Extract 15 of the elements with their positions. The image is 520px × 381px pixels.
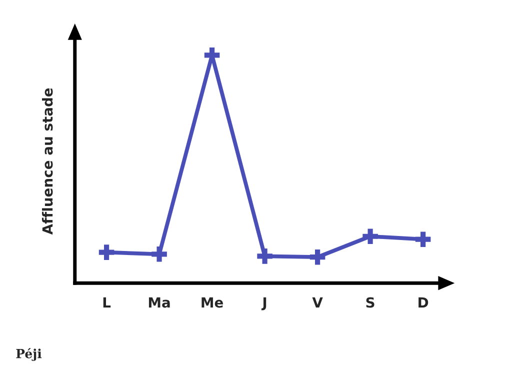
- x-tick-label: Me: [202, 297, 223, 308]
- x-tick-label: S: [366, 297, 374, 308]
- point: [310, 249, 326, 265]
- text: Péji: [16, 348, 42, 361]
- x-tick-label: J: [261, 297, 266, 310]
- point: [257, 248, 272, 264]
- x-tick-label: L: [103, 297, 111, 308]
- x-tick-label: V: [312, 297, 323, 308]
- point: [362, 228, 378, 244]
- x-tick-label: Ma: [148, 297, 170, 308]
- point: [98, 244, 114, 260]
- point: [152, 246, 167, 262]
- y-axis-title: Affluence au stade: [42, 88, 53, 235]
- point: [415, 232, 431, 247]
- x-tick-label: D: [418, 297, 428, 308]
